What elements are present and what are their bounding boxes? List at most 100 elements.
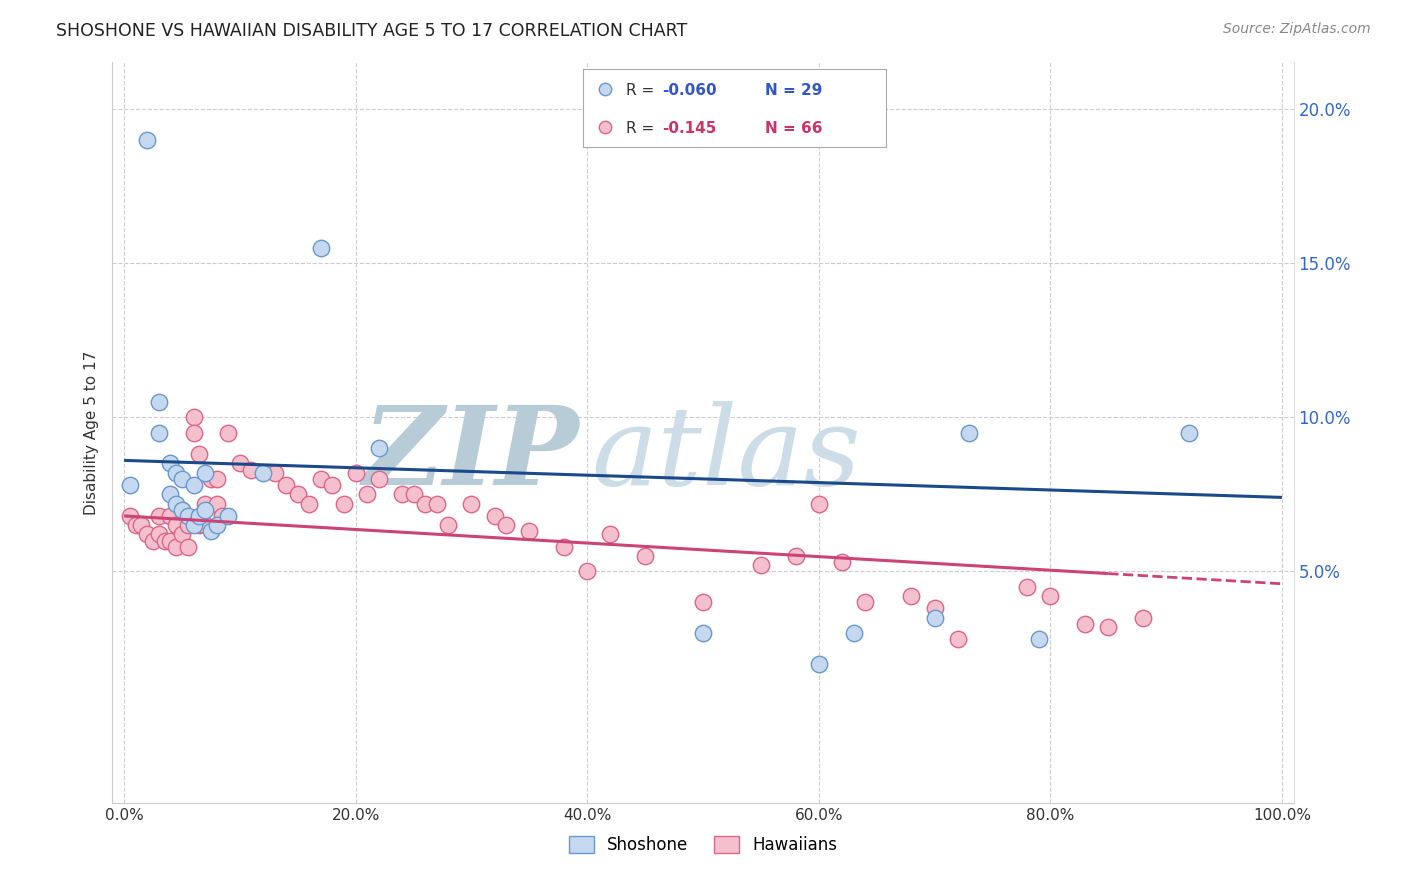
Y-axis label: Disability Age 5 to 17: Disability Age 5 to 17 — [83, 351, 98, 515]
Point — [170, 502, 193, 516]
Point — [148, 508, 170, 523]
Point — [159, 487, 181, 501]
Point — [124, 518, 146, 533]
Point — [831, 555, 853, 569]
Text: R =: R = — [626, 83, 659, 98]
Point — [807, 657, 830, 671]
Point — [148, 527, 170, 541]
Point — [165, 466, 187, 480]
Text: -0.145: -0.145 — [662, 120, 717, 136]
Point — [194, 466, 217, 480]
Point — [785, 549, 807, 563]
Point — [842, 626, 865, 640]
Point — [298, 497, 321, 511]
Point — [367, 441, 389, 455]
Point — [200, 472, 222, 486]
Text: Source: ZipAtlas.com: Source: ZipAtlas.com — [1223, 22, 1371, 37]
Legend: Shoshone, Hawaiians: Shoshone, Hawaiians — [562, 830, 844, 861]
Point — [924, 610, 946, 624]
Point — [205, 518, 228, 533]
Point — [1039, 589, 1062, 603]
Point — [183, 410, 205, 425]
Point — [924, 601, 946, 615]
Point — [142, 533, 165, 548]
Point — [177, 540, 200, 554]
Text: N = 66: N = 66 — [765, 120, 823, 136]
Point — [159, 457, 181, 471]
Text: R =: R = — [626, 120, 664, 136]
Point — [170, 502, 193, 516]
Point — [1097, 620, 1119, 634]
Point — [309, 240, 332, 255]
Point — [309, 472, 332, 486]
Point — [426, 497, 449, 511]
Point — [177, 518, 200, 533]
Point — [391, 487, 413, 501]
Point — [576, 565, 599, 579]
Point — [413, 497, 436, 511]
Text: ZIP: ZIP — [363, 401, 579, 508]
Point — [593, 82, 616, 96]
Point — [946, 632, 969, 647]
Point — [1074, 616, 1097, 631]
Point — [692, 626, 714, 640]
Point — [553, 540, 575, 554]
Point — [402, 487, 425, 501]
Point — [356, 487, 378, 501]
Point — [900, 589, 922, 603]
Point — [853, 595, 876, 609]
Point — [460, 497, 482, 511]
Point — [159, 508, 181, 523]
Point — [217, 508, 239, 523]
Point — [183, 478, 205, 492]
Point — [593, 120, 616, 134]
Point — [188, 447, 211, 461]
Point — [252, 466, 274, 480]
Point — [333, 497, 356, 511]
Point — [807, 497, 830, 511]
Point — [136, 527, 159, 541]
Point — [183, 425, 205, 440]
Point — [170, 527, 193, 541]
Point — [437, 518, 460, 533]
Point — [1017, 580, 1039, 594]
Point — [287, 487, 309, 501]
Point — [165, 540, 187, 554]
Point — [517, 524, 540, 539]
Point — [205, 497, 228, 511]
Text: SHOSHONE VS HAWAIIAN DISABILITY AGE 5 TO 17 CORRELATION CHART: SHOSHONE VS HAWAIIAN DISABILITY AGE 5 TO… — [56, 22, 688, 40]
Point — [148, 425, 170, 440]
Point — [957, 425, 980, 440]
Text: atlas: atlas — [591, 401, 860, 508]
Point — [194, 497, 217, 511]
Point — [692, 595, 714, 609]
Text: -0.060: -0.060 — [662, 83, 717, 98]
Point — [136, 132, 159, 146]
Point — [118, 478, 141, 492]
Point — [177, 508, 200, 523]
Point — [165, 497, 187, 511]
Point — [217, 425, 239, 440]
Point — [183, 518, 205, 533]
Point — [159, 533, 181, 548]
Point — [1132, 610, 1154, 624]
Point — [634, 549, 657, 563]
Point — [118, 508, 141, 523]
Point — [229, 457, 252, 471]
Text: N = 29: N = 29 — [765, 83, 823, 98]
Point — [1028, 632, 1050, 647]
Point — [321, 478, 343, 492]
Point — [188, 508, 211, 523]
Point — [240, 462, 263, 476]
Point — [484, 508, 506, 523]
Point — [495, 518, 517, 533]
Point — [749, 558, 772, 573]
Point — [194, 502, 217, 516]
Point — [131, 518, 153, 533]
Point — [344, 466, 367, 480]
Point — [599, 527, 621, 541]
Point — [194, 518, 217, 533]
Point — [211, 508, 233, 523]
Point — [1178, 425, 1201, 440]
Point — [367, 472, 389, 486]
